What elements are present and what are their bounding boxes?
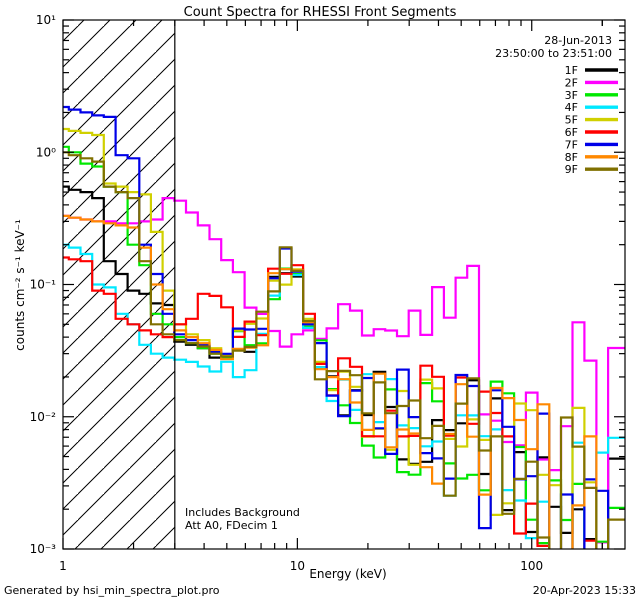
plot-annotations: Includes Background Att A0, FDecim 1 xyxy=(185,506,300,532)
x-tick-label: 10 xyxy=(290,559,305,573)
legend-date: 28-Jun-2013 xyxy=(544,34,612,47)
annotation-att-fdecim: Att A0, FDecim 1 xyxy=(185,519,278,532)
plot-frame xyxy=(62,19,626,550)
page-title: Count Spectra for RHESSI Front Segments xyxy=(184,5,457,20)
legend-label-1f: 1F xyxy=(565,64,578,77)
legend-label-4f: 4F xyxy=(565,101,578,114)
footer-timestamp: 20-Apr-2023 15:33 xyxy=(533,584,636,597)
x-axis-label: Energy (keV) xyxy=(309,567,386,581)
x-tick-label: 100 xyxy=(520,559,543,573)
y-axis-label: counts cm⁻² s⁻¹ keV⁻¹ xyxy=(13,219,27,351)
legend-label-7f: 7F xyxy=(565,138,578,151)
y-tick-label: 10⁰ xyxy=(36,145,56,159)
legend-label-5f: 5F xyxy=(565,114,578,127)
series-line-9f xyxy=(63,151,625,549)
legend-label-3f: 3F xyxy=(565,89,578,102)
y-tick-label: 10¹ xyxy=(36,13,56,27)
x-tick-label: 1 xyxy=(59,559,67,573)
legend-label-6f: 6F xyxy=(565,126,578,139)
footer-generated-by: Generated by hsi_min_spectra_plot.pro xyxy=(4,584,220,597)
annotation-includes-background: Includes Background xyxy=(185,506,300,519)
legend-time-range: 23:50:00 to 23:51:00 xyxy=(495,47,612,60)
y-tick-label: 10⁻³ xyxy=(30,542,57,556)
legend-label-8f: 8F xyxy=(565,151,578,164)
legend-label-2f: 2F xyxy=(565,76,578,89)
y-tick-label: 10⁻¹ xyxy=(30,278,57,292)
series-layer xyxy=(63,105,625,549)
legend: 28-Jun-2013 23:50:00 to 23:51:00 1F2F3F4… xyxy=(495,34,618,176)
y-tick-label: 10⁻² xyxy=(30,410,57,424)
legend-label-9f: 9F xyxy=(565,163,578,176)
axes-layer: 1 10 100 10⁻³ 10⁻² 10⁻¹ 10⁰ 10¹ xyxy=(30,13,625,573)
